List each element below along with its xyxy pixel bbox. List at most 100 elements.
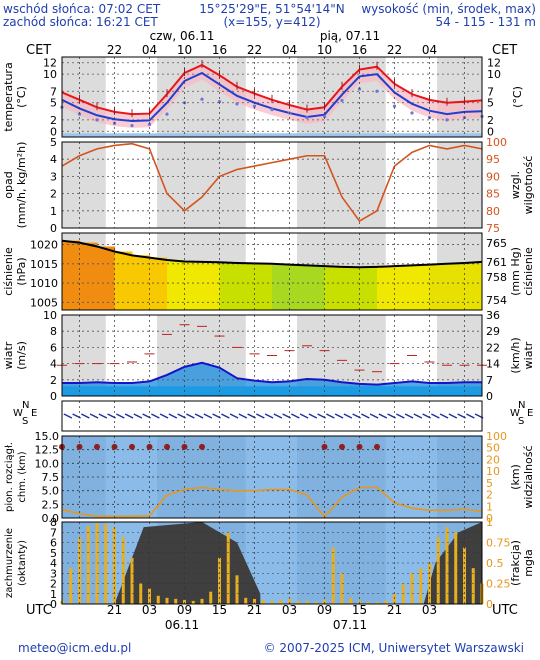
pressure-fill bbox=[342, 266, 360, 310]
wind-kmh-tick: 14 bbox=[486, 358, 500, 371]
bottom-hour-label: 03 bbox=[422, 603, 437, 617]
cloud-cover-bar bbox=[314, 601, 318, 604]
wind-direction-arrow bbox=[326, 413, 335, 419]
night-band bbox=[297, 142, 386, 228]
temp-tick-left: 0 bbox=[50, 125, 57, 138]
temp-tick-left: 7 bbox=[50, 85, 57, 98]
temp-tick-left: 2 bbox=[50, 114, 57, 127]
temp-ylabel-left-unit: (°C) bbox=[15, 86, 28, 108]
cloud-cover-bar bbox=[95, 523, 99, 604]
wind-kmh-tick: 22 bbox=[486, 341, 500, 354]
visibility-tick: 100 bbox=[486, 430, 507, 443]
wind-direction-arrow bbox=[151, 413, 160, 419]
visibility-tick: 20 bbox=[486, 453, 500, 466]
dew-point-dot bbox=[305, 115, 309, 120]
cloud-cover-bar bbox=[183, 599, 186, 604]
cloud-cover-bar bbox=[191, 600, 195, 604]
day-label-top-2: pią, 07.11 bbox=[320, 29, 380, 43]
sunset-text: zachód słońca: 16:21 CET bbox=[3, 15, 158, 29]
cloudbase-tick: 2.5 bbox=[42, 498, 60, 511]
cloudcover-tick: 6 bbox=[50, 537, 57, 550]
visibility-line bbox=[61, 486, 483, 519]
dew-point-dot bbox=[77, 112, 82, 116]
cloudcover-ylabel-unit: (oktanty) bbox=[17, 540, 28, 586]
cloud-cover-bar bbox=[235, 575, 239, 604]
dew-point-dot bbox=[270, 107, 274, 112]
visibility-ylabel: widzialność bbox=[522, 445, 535, 508]
night-band bbox=[437, 142, 482, 228]
bottom-hour-label: 09 bbox=[317, 603, 332, 617]
bottom-hour-label: 15 bbox=[212, 603, 227, 617]
wind-kmh-tick: 7 bbox=[486, 374, 493, 387]
wind-speed-fill bbox=[62, 362, 482, 396]
humidity-tick: 85 bbox=[486, 188, 500, 201]
visibility-tick: 2 bbox=[486, 489, 493, 502]
dew-point-dot bbox=[200, 97, 204, 101]
humidity-line bbox=[61, 142, 483, 223]
visibility-tick: 10 bbox=[486, 465, 500, 478]
precip-tick: 1 bbox=[50, 205, 57, 218]
wind-direction-arrow bbox=[221, 413, 230, 419]
wind-tick: 4 bbox=[50, 358, 57, 371]
precip-ylabel: opad bbox=[2, 171, 15, 198]
pressure-mmhg-tick: 765 bbox=[486, 237, 507, 250]
humidity-tick: 100 bbox=[486, 136, 507, 149]
frost-band bbox=[62, 133, 482, 137]
fog-tick: 0.75 bbox=[486, 537, 511, 550]
compass-right-N: N bbox=[518, 400, 525, 411]
wind-direction-arrow bbox=[334, 413, 344, 419]
dew-point-dot bbox=[147, 122, 152, 127]
cloudbase-tick: 7.5 bbox=[42, 471, 60, 484]
wind-direction-arrow bbox=[273, 413, 283, 419]
top-hour-label: 04 bbox=[422, 43, 437, 57]
pressure-fill bbox=[202, 261, 220, 310]
day-label-top-1: czw, 06.11 bbox=[150, 29, 215, 43]
pressure-ylabel-right: ciśnienie bbox=[522, 247, 535, 296]
cloud-cover-bar bbox=[165, 597, 169, 604]
wind-direction-arrow bbox=[291, 413, 300, 419]
cloudcover-ylabel: zachmurzenie bbox=[4, 528, 15, 598]
panel-frame bbox=[61, 141, 483, 229]
top-hour-label: 22 bbox=[107, 43, 122, 57]
pressure-ylabel-right-unit: (mm Hg) bbox=[509, 247, 522, 296]
cloud-top-dot bbox=[199, 443, 205, 450]
wind-direction-arrow bbox=[439, 413, 449, 419]
cloud-cover-bar bbox=[270, 600, 274, 604]
footer-email[interactable]: meteo@icm.edu.pl bbox=[18, 641, 131, 655]
pressure-tick: 1015 bbox=[30, 258, 58, 271]
temp-tick-right: 12 bbox=[487, 57, 501, 70]
wind-tick: 0 bbox=[50, 390, 57, 403]
wind-ylabel-right: wiatr bbox=[522, 341, 535, 369]
dew-point-dot bbox=[445, 118, 449, 122]
panel-frame bbox=[61, 56, 483, 138]
cloud-cover-bar bbox=[471, 568, 475, 604]
panel-frame bbox=[61, 521, 483, 605]
dew-point-dot bbox=[375, 89, 379, 93]
cloud-cover-bar bbox=[253, 598, 256, 604]
cloud-cover-bar bbox=[288, 598, 291, 604]
pressure-fill bbox=[79, 242, 98, 310]
top-unit-left: CET bbox=[26, 43, 51, 58]
top-hour-label: 16 bbox=[212, 43, 227, 57]
wind-direction-arrow bbox=[89, 413, 99, 419]
night-band bbox=[62, 142, 106, 228]
panel-frame bbox=[61, 232, 483, 311]
compass-left-W: W bbox=[13, 408, 23, 419]
dew-point-dot bbox=[235, 102, 239, 106]
compass-right-W: W bbox=[510, 408, 520, 419]
cloud-cover-bar bbox=[384, 600, 388, 604]
precip-tick: 0 bbox=[50, 222, 57, 235]
cloudbase-ylabel: pion. rozciągł. bbox=[4, 442, 15, 512]
compass-left-S: S bbox=[22, 416, 28, 427]
cloud-cover-bar bbox=[323, 599, 326, 604]
fog-tick: 0.5 bbox=[486, 557, 504, 570]
cloud-cover-bar bbox=[244, 597, 248, 604]
wind-tick: 6 bbox=[50, 341, 57, 354]
top-hour-label: 10 bbox=[177, 43, 192, 57]
pressure-fill bbox=[359, 267, 378, 310]
cloud-cover-bar bbox=[279, 599, 283, 604]
cloud-cover-bar bbox=[209, 591, 213, 604]
pressure-fill bbox=[429, 264, 448, 310]
panel-frame bbox=[61, 435, 483, 519]
